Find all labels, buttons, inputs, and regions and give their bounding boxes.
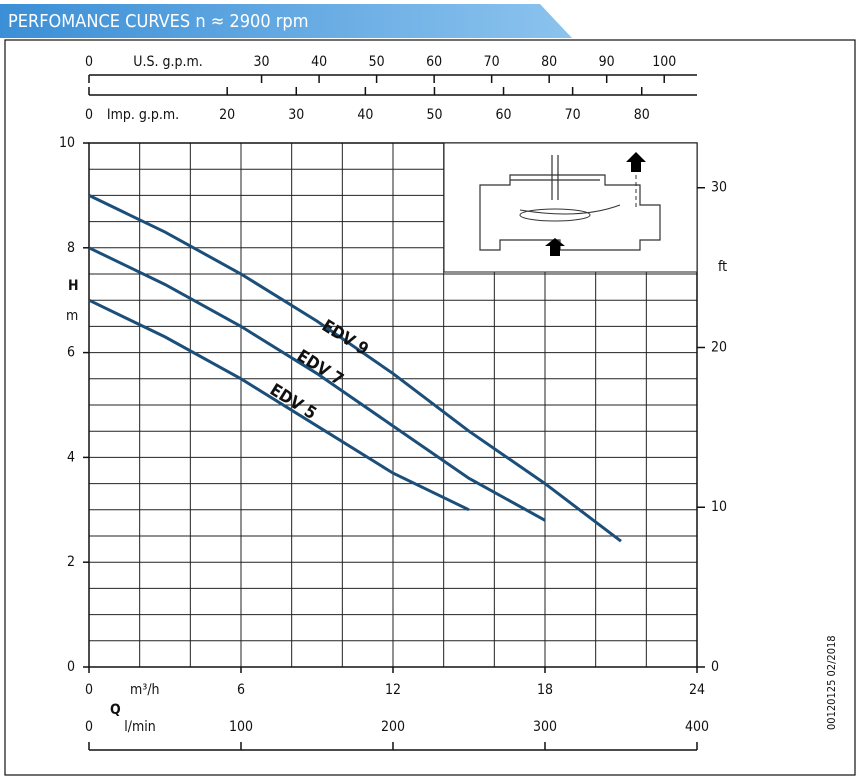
secondary-tick-label: 30 [288,107,304,123]
curve [88,194,622,543]
y-tick-label: 8 [67,240,75,256]
y2-tick-label: 30 [711,180,727,196]
q-label: Q [110,702,121,718]
secondary-tick-label: 60 [426,54,442,70]
x-tick-label: 6 [237,682,245,698]
secondary-tick-label: 0 [85,54,93,70]
secondary-tick-label: 300 [533,719,557,735]
header-title: PERFOMANCE CURVES n ≈ 2900 rpm [8,11,309,32]
x-tick-label: 24 [689,682,705,698]
secondary-tick-label: 100 [652,54,676,70]
secondary-tick-label: 400 [685,719,709,735]
secondary-tick-label: 200 [381,719,405,735]
secondary-tick-label: 60 [496,107,512,123]
secondary-tick-label: 100 [229,719,253,735]
y2-tick-label: 20 [711,339,727,355]
secondary-tick-label: 80 [634,107,650,123]
footer-code: 00120125 02/2018 [825,635,838,730]
y2-tick-label: 0 [711,659,719,675]
pump-inset [443,142,698,273]
secondary-tick-label: 90 [599,54,615,70]
y2-label: ft [718,259,727,275]
curve-label: EDV 5 [266,380,320,424]
secondary-tick-label: 80 [541,54,557,70]
y-tick-label: 10 [59,135,75,151]
secondary-tick-label: 30 [254,54,270,70]
y-tick-label: 2 [67,554,75,570]
secondary-tick-label: 50 [369,54,385,70]
secondary-tick-label: 40 [357,107,373,123]
x-tick-label: 12 [385,682,401,698]
frame [4,39,856,776]
y-tick-label: 0 [67,659,75,675]
y2-tick-label: 10 [711,499,727,515]
y-unit: m [66,308,78,324]
secondary-axis-label: Imp. g.p.m. [107,107,179,123]
y-tick-label: 4 [67,449,75,465]
x-label: m³/h [130,682,160,698]
y-tick-label: 6 [67,345,75,361]
x-tick-label: 0 [85,682,93,698]
secondary-tick-label: 40 [311,54,327,70]
secondary-tick-label: 0 [85,107,93,123]
secondary-tick-label: 70 [565,107,581,123]
curve-label: EDV 9 [318,316,372,360]
y-label: H [68,278,79,294]
secondary-axis-label: l/min [124,719,156,735]
secondary-tick-label: 50 [426,107,442,123]
curve [88,246,546,522]
secondary-tick-label: 70 [484,54,500,70]
header-banner [0,4,572,38]
curve [88,298,470,512]
secondary-tick-label: 0 [85,719,93,735]
secondary-axis-label: U.S. g.p.m. [133,54,202,70]
x-tick-label: 18 [537,682,553,698]
secondary-tick-label: 20 [219,107,235,123]
